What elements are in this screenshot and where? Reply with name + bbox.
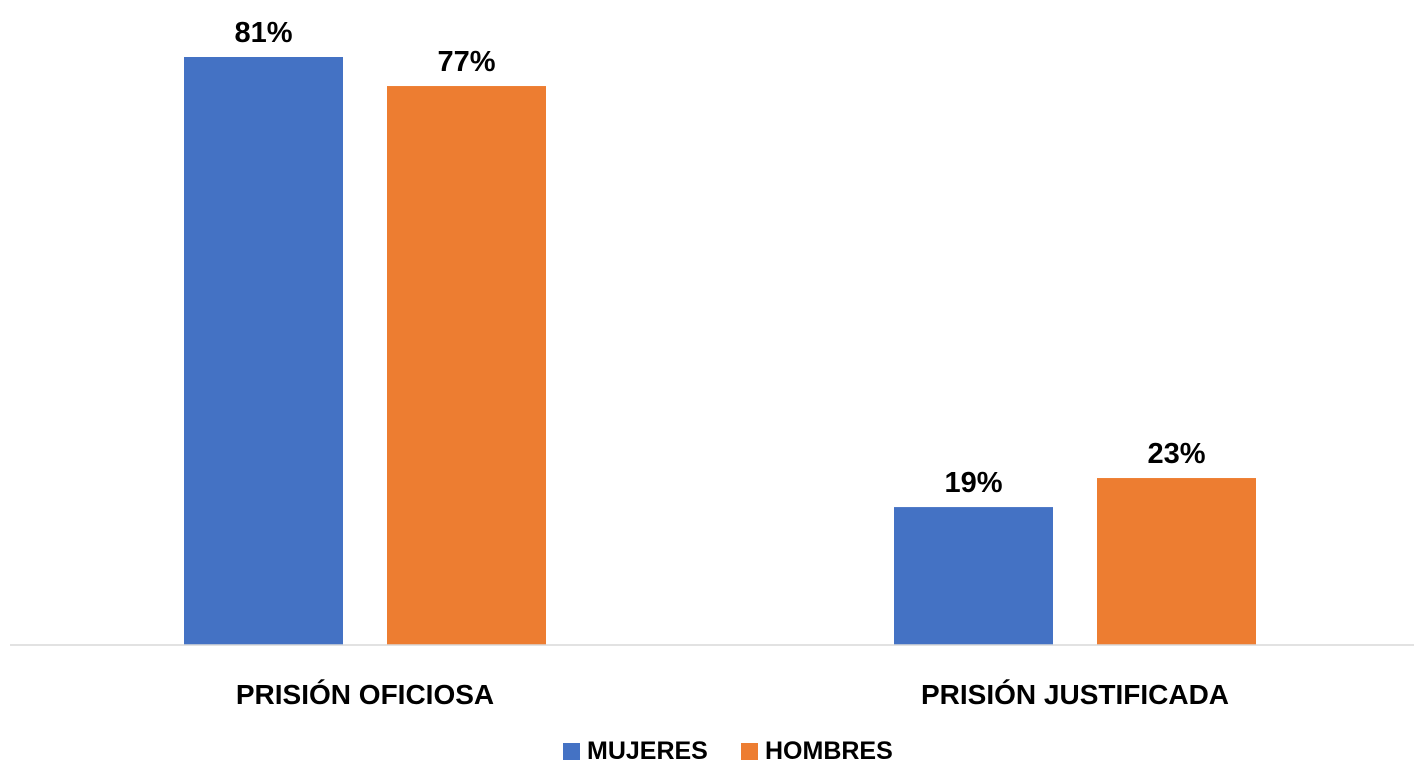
- legend-swatch-hombres: [741, 743, 758, 760]
- legend-label-mujeres: MUJERES: [587, 737, 708, 765]
- labels-layer: 81% 77% PRISIÓN OFICIOSA 19% 23% PRISIÓN JUST…: [234, 17, 1229, 710]
- data-label-hombres-2: 23%: [1147, 438, 1205, 470]
- legend: MUJERES HOMBRES: [563, 737, 893, 765]
- legend-item-mujeres: MUJERES: [563, 737, 708, 765]
- category-label-2: PRISIÓN JUSTIFICADA: [921, 679, 1229, 710]
- legend-label-hombres: HOMBRES: [765, 737, 893, 765]
- bar-hombres-1: [387, 86, 546, 645]
- bar-hombres-2: [1097, 478, 1256, 645]
- bar-mujeres-1: [184, 57, 343, 645]
- data-label-mujeres-1: 81%: [234, 17, 292, 49]
- data-label-hombres-1: 77%: [437, 46, 495, 78]
- data-label-mujeres-2: 19%: [944, 467, 1002, 499]
- legend-item-hombres: HOMBRES: [741, 737, 893, 765]
- bars-layer: [184, 57, 1256, 645]
- category-label-1: PRISIÓN OFICIOSA: [236, 679, 494, 710]
- bar-mujeres-2: [894, 507, 1053, 645]
- legend-swatch-mujeres: [563, 743, 580, 760]
